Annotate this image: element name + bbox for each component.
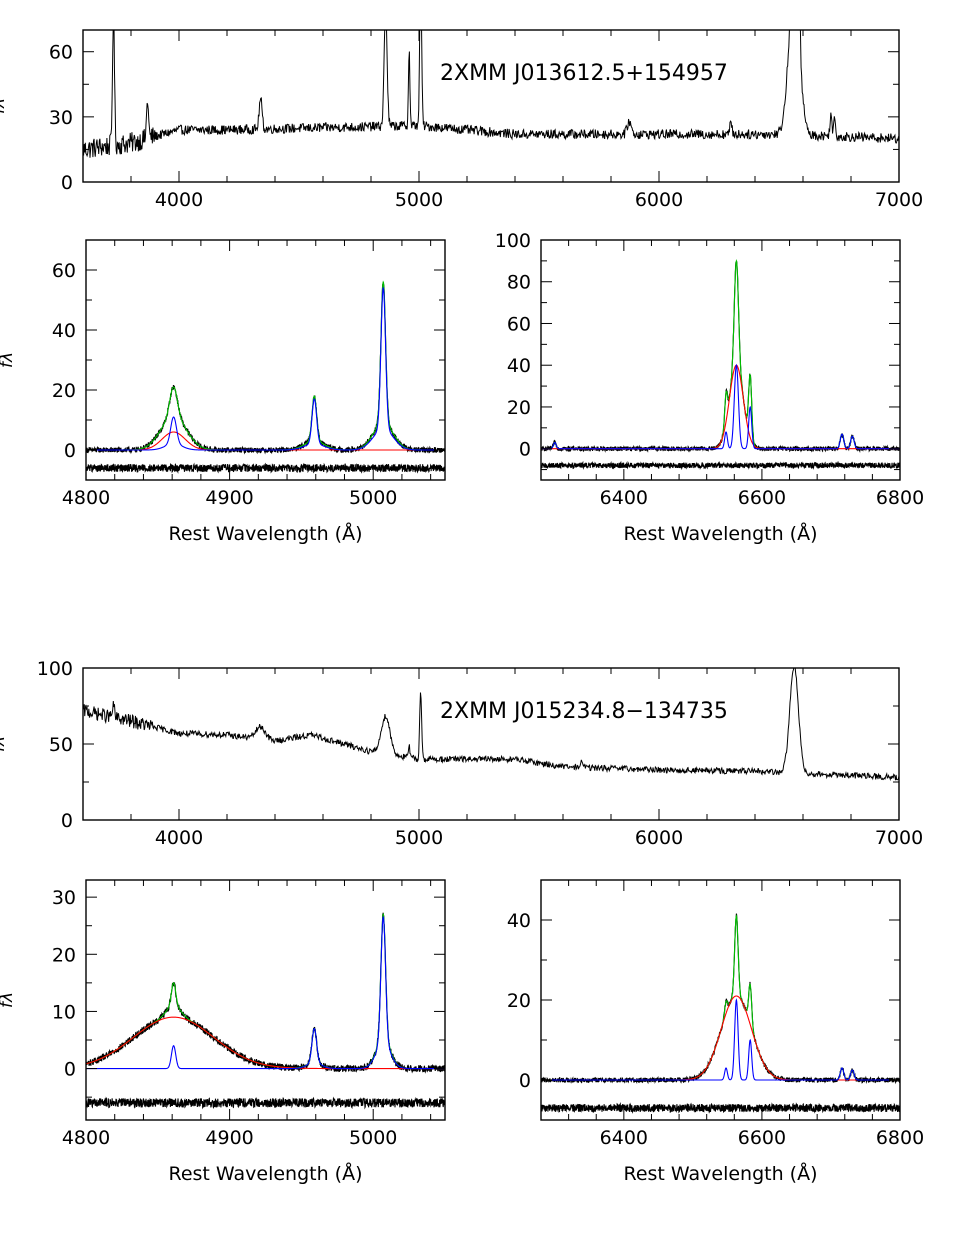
series-narrow_lines	[541, 998, 900, 1081]
x-axis-label: Rest Wavelength (Å)	[624, 1162, 818, 1185]
y-tick-label: 30	[52, 887, 76, 909]
x-tick-label: 4800	[62, 1127, 110, 1149]
series-broad_line	[86, 1016, 445, 1070]
plot-frame	[85, 879, 446, 1121]
x-tick-label: 5000	[395, 189, 443, 211]
panel-top_full: 4000 5000 6000 7000 0 30 60 fλ	[0, 29, 923, 211]
x-tick-label: 5000	[349, 1127, 397, 1149]
y-tick-label: 20	[507, 397, 531, 419]
panel-bottom_hbeta: 4800 4900 5000 0 10 20 30 Rest Wavelength (Å) fλ	[0, 879, 446, 1185]
x-tick-label: 5000	[349, 487, 397, 509]
x-tick-label: 4000	[155, 189, 203, 211]
series-spectrum	[83, 668, 899, 782]
panel-top_hbeta: 4800 4900 5000 0 20 40 60 Rest Wavelength (Å) fλ	[0, 239, 446, 545]
bottom-object-title: 2XMM J015234.8−134735	[440, 699, 728, 724]
y-tick-label: 0	[64, 440, 76, 462]
plot-frame	[82, 29, 900, 183]
y-tick-label: 0	[61, 810, 73, 832]
series-spectrum	[83, 30, 899, 158]
y-tick-label: 100	[37, 658, 73, 680]
y-tick-label: 0	[519, 439, 531, 461]
y-tick-label: 20	[507, 990, 531, 1012]
x-tick-label: 4900	[205, 1127, 253, 1149]
plot-area	[541, 258, 900, 471]
y-tick-label: 20	[52, 380, 76, 402]
y-axis-label: fλ	[0, 736, 9, 752]
x-tick-label: 4000	[155, 827, 203, 849]
y-tick-label: 100	[495, 230, 531, 252]
plot-frame	[540, 239, 901, 481]
series-residual	[541, 460, 900, 471]
plot-area	[86, 280, 445, 474]
plot-area	[541, 913, 900, 1114]
x-tick-label: 7000	[875, 827, 923, 849]
series-residual	[541, 1101, 900, 1114]
plot-area	[86, 912, 445, 1110]
y-axis-label: fλ	[0, 352, 17, 368]
top-object-title: 2XMM J013612.5+154957	[440, 61, 728, 86]
x-tick-label: 4800	[62, 487, 110, 509]
x-tick-label: 6800	[876, 487, 924, 509]
x-tick-label: 6600	[738, 1127, 786, 1149]
y-tick-label: 0	[519, 1070, 531, 1092]
y-tick-label: 30	[49, 107, 73, 129]
x-tick-label: 6000	[635, 189, 683, 211]
x-tick-label: 4900	[205, 487, 253, 509]
y-tick-label: 60	[507, 313, 531, 335]
y-tick-label: 0	[61, 172, 73, 194]
panel-bottom_halpha: 6400 6600 6800 0 20 40 Rest Wavelength (Å)	[507, 879, 924, 1185]
series-residual	[86, 1096, 445, 1110]
plot-area	[83, 30, 899, 158]
x-tick-label: 5000	[395, 827, 443, 849]
series-residual	[86, 462, 445, 474]
series-narrow_lines	[541, 363, 900, 450]
y-tick-label: 60	[52, 260, 76, 282]
y-tick-label: 10	[52, 1001, 76, 1023]
plot-area	[83, 668, 899, 782]
x-axis-label: Rest Wavelength (Å)	[169, 1162, 363, 1185]
y-tick-label: 50	[49, 734, 73, 756]
y-tick-label: 20	[52, 944, 76, 966]
y-tick-label: 0	[64, 1059, 76, 1081]
y-tick-label: 40	[507, 910, 531, 932]
x-tick-label: 6800	[876, 1127, 924, 1149]
x-tick-label: 7000	[875, 189, 923, 211]
y-tick-label: 40	[52, 320, 76, 342]
y-tick-label: 80	[507, 272, 531, 294]
y-tick-label: 40	[507, 355, 531, 377]
x-axis-label: Rest Wavelength (Å)	[169, 522, 363, 545]
y-axis-label: fλ	[0, 992, 17, 1008]
series-narrow_lines	[86, 286, 445, 451]
x-tick-label: 6400	[600, 487, 648, 509]
x-tick-label: 6600	[738, 487, 786, 509]
y-tick-label: 60	[49, 42, 73, 64]
x-tick-label: 6000	[635, 827, 683, 849]
x-axis-label: Rest Wavelength (Å)	[624, 522, 818, 545]
y-axis-label: fλ	[0, 98, 9, 114]
panel-top_halpha: 6400 6600 6800 0 20 40 60 80 100 Rest Wavelength …	[495, 230, 924, 545]
x-tick-label: 6400	[600, 1127, 648, 1149]
panel-bottom_full: 4000 5000 6000 7000 0 50 100 fλ	[0, 658, 923, 849]
series-narrow_lines	[86, 915, 445, 1070]
